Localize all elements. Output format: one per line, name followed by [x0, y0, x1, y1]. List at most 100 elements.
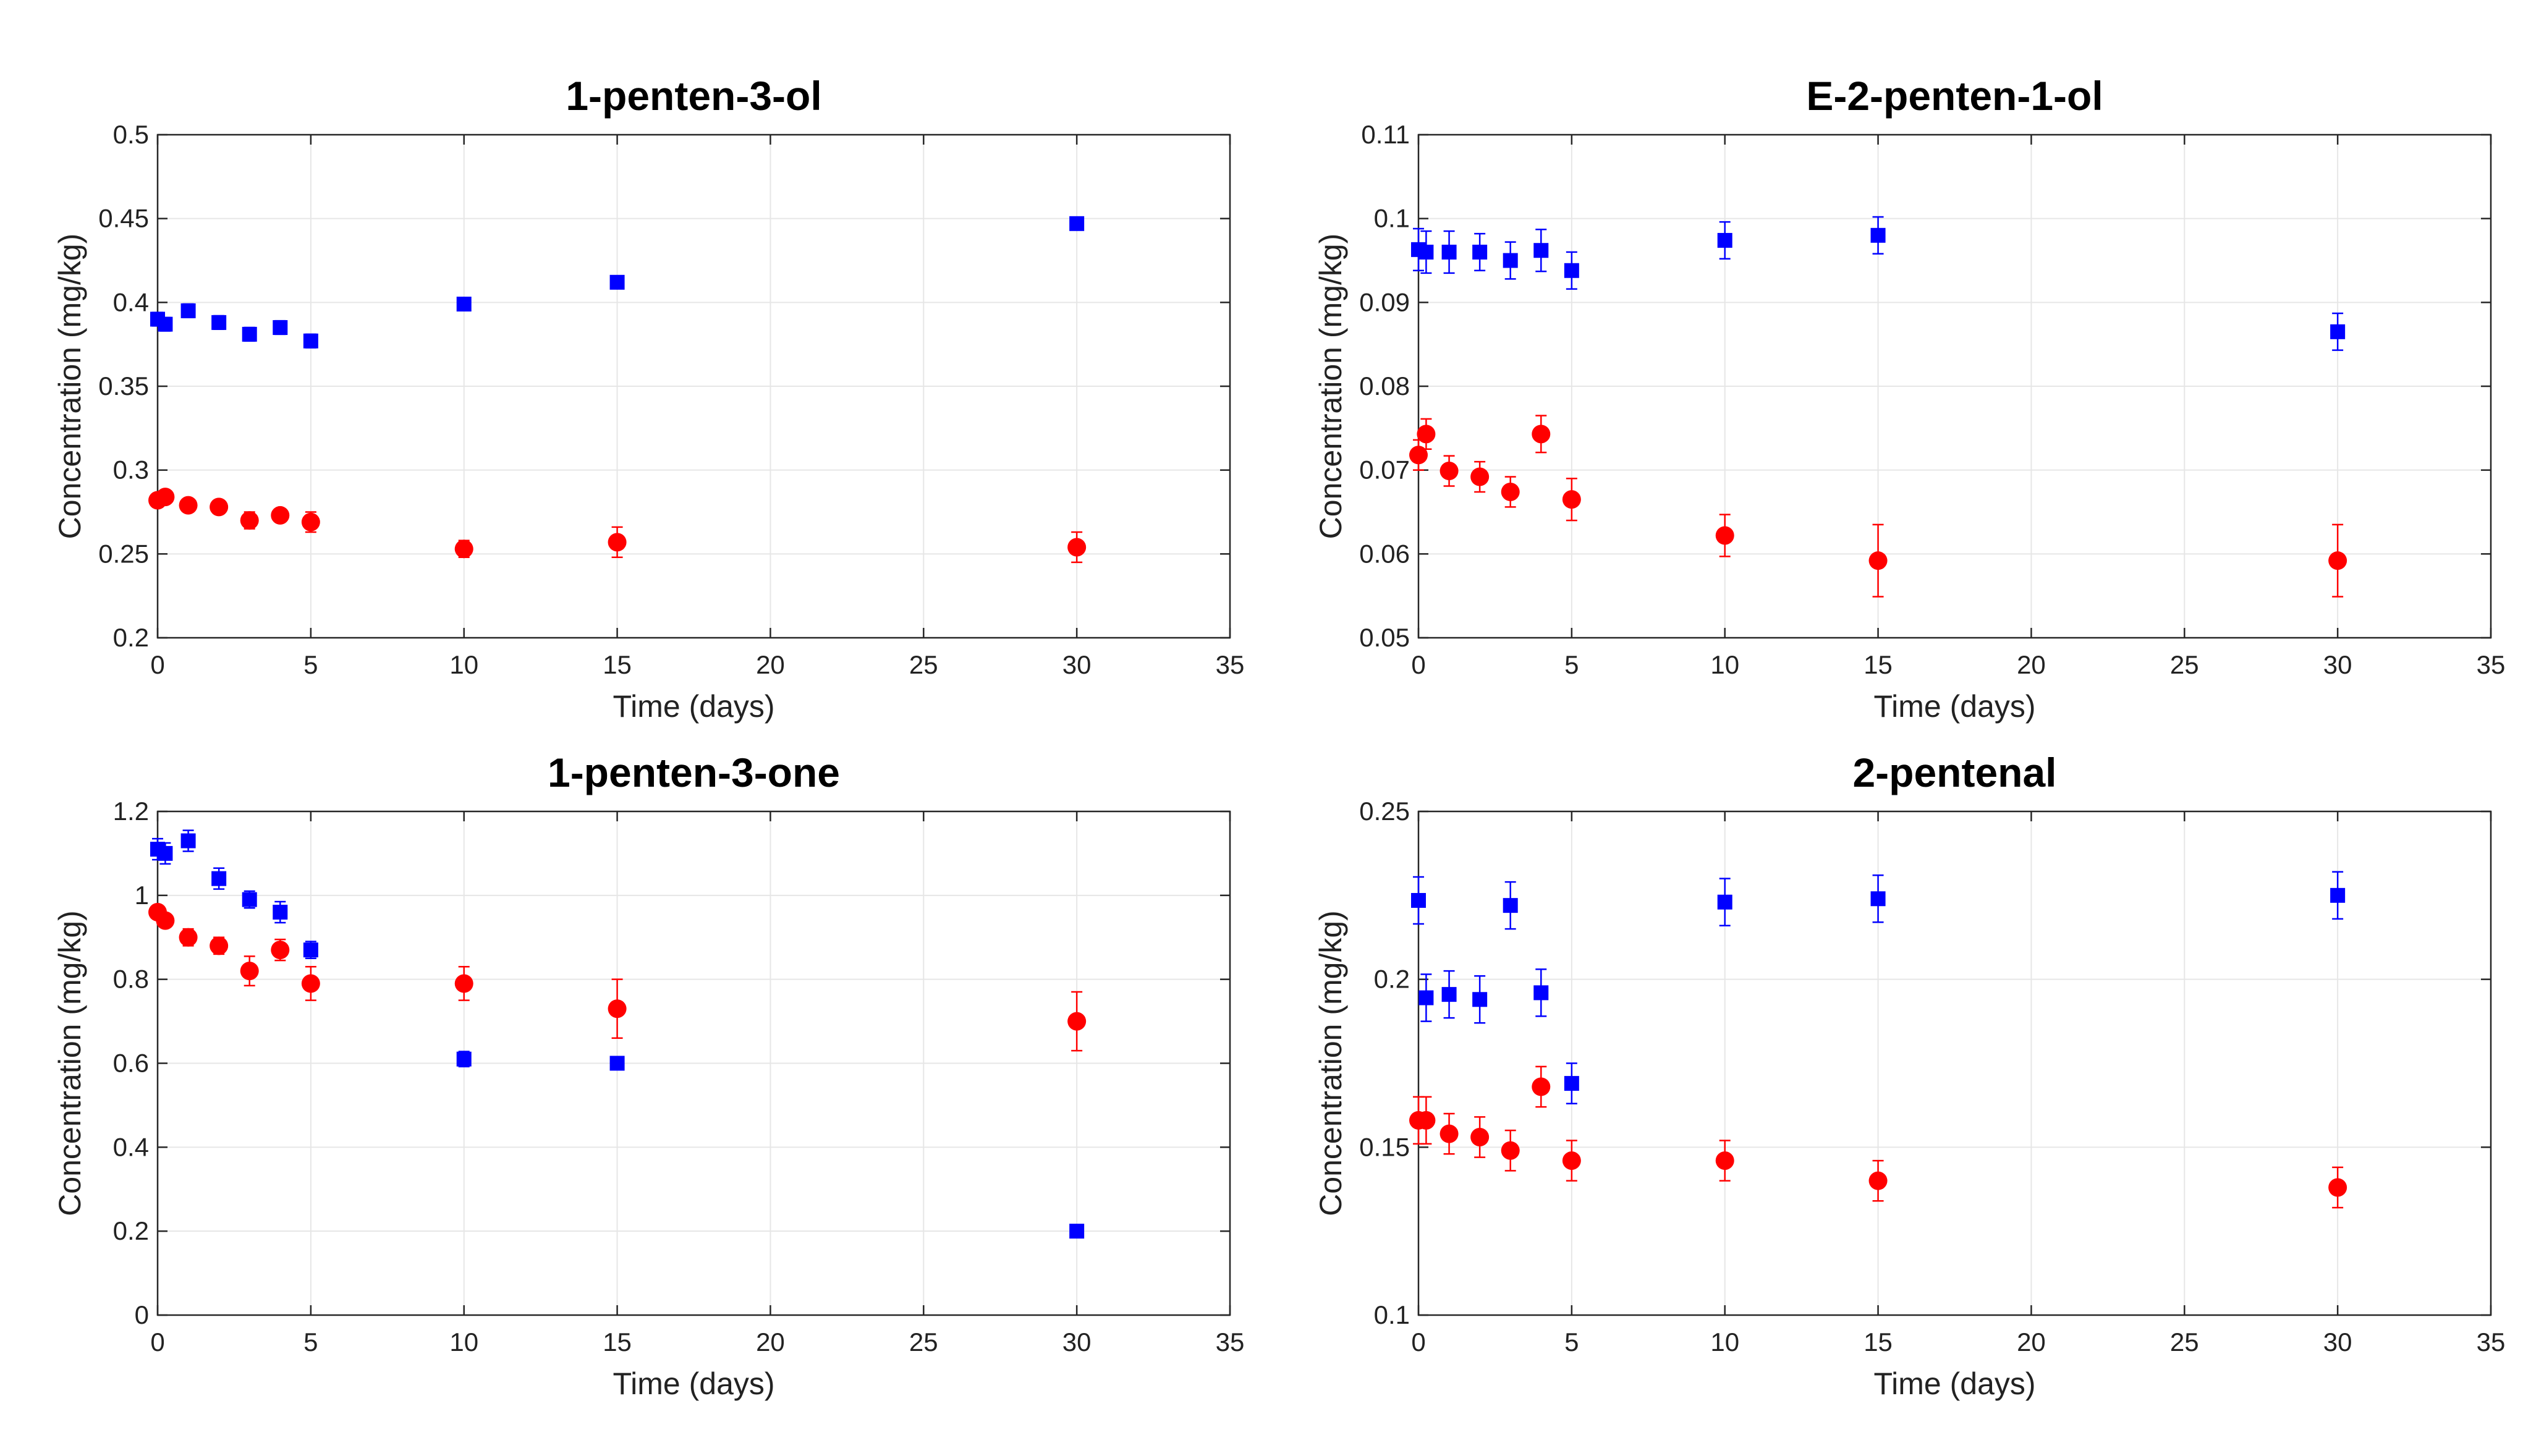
data-point-square — [456, 1051, 472, 1067]
chart-panel-4: 0 5 10 15 20 25 30 35 0.1 0.15 0.2 0.25 2-pentenal Ti… — [1313, 750, 2505, 1401]
x-tick-label: 20 — [756, 1327, 785, 1357]
x-tick-label: 20 — [2017, 650, 2046, 679]
data-point-circle — [1868, 551, 1888, 570]
data-point-square — [211, 315, 227, 330]
data-point-circle — [1417, 1111, 1436, 1130]
y-tick-label: 0.1 — [1374, 1300, 1410, 1329]
x-tick-label: 0 — [150, 650, 164, 679]
data-point-square — [2330, 887, 2346, 903]
data-point-circle — [1868, 1171, 1888, 1190]
y-axis-label: Concentration (mg/kg) — [1313, 234, 1348, 540]
x-tick-label: 25 — [2170, 650, 2199, 679]
series-red-circles — [1409, 1065, 2347, 1209]
data-point-circle — [156, 488, 175, 507]
y-tick-label: 0.11 — [1361, 120, 1410, 149]
data-point-circle — [179, 928, 198, 947]
data-point-square — [1533, 243, 1549, 258]
data-point-square — [158, 316, 173, 332]
data-point-circle — [1532, 425, 1551, 444]
data-point-square — [180, 303, 196, 318]
data-point-square — [1441, 244, 1457, 260]
x-tick-label: 10 — [1710, 650, 1739, 679]
y-tick-label: 0.2 — [113, 1216, 149, 1245]
y-tick-label: 0.2 — [1374, 965, 1410, 994]
data-point-square — [1418, 990, 1434, 1005]
data-point-square — [1503, 898, 1518, 913]
chart-title: 1-penten-3-ol — [566, 73, 821, 119]
data-point-circle — [1470, 467, 1490, 486]
y-tick-label: 0.8 — [113, 965, 149, 994]
x-tick-label: 25 — [909, 1327, 938, 1357]
data-point-square — [211, 871, 227, 886]
data-point-circle — [1417, 425, 1436, 444]
y-tick-label: 0.25 — [1359, 797, 1410, 826]
data-point-circle — [608, 533, 627, 552]
data-point-square — [1717, 232, 1732, 248]
data-point-square — [1472, 992, 1488, 1007]
x-axis-label: Time (days) — [1873, 1366, 2035, 1401]
data-point-circle — [1470, 1128, 1490, 1147]
x-tick-label: 5 — [303, 1327, 318, 1357]
x-tick-label: 30 — [2323, 1327, 2352, 1357]
x-tick-label: 15 — [1863, 1327, 1893, 1357]
data-point-square — [1411, 892, 1426, 908]
x-tick-label: 10 — [449, 650, 478, 679]
data-point-circle — [1501, 1141, 1520, 1160]
data-point-circle — [1715, 1151, 1734, 1170]
x-axis-label: Time (days) — [613, 689, 774, 724]
x-tick-label: 5 — [1564, 650, 1579, 679]
y-tick-label: 0.4 — [113, 1132, 149, 1161]
data-point-square — [303, 333, 318, 349]
data-point-circle — [1409, 446, 1428, 465]
data-point-square — [180, 833, 196, 849]
chart-title: E-2-penten-1-ol — [1806, 73, 2103, 119]
data-point-square — [456, 297, 472, 312]
plot-area — [1418, 811, 2491, 1315]
data-point-square — [1564, 1076, 1579, 1091]
data-point-circle — [1532, 1077, 1551, 1096]
x-tick-label: 30 — [1062, 650, 1092, 679]
y-tick-label: 0.25 — [98, 539, 149, 568]
y-axis-label: Concentration (mg/kg) — [1313, 910, 1348, 1216]
data-point-square — [158, 845, 173, 861]
data-point-square — [1418, 244, 1434, 260]
x-tick-label: 30 — [2323, 650, 2352, 679]
x-tick-label: 25 — [909, 650, 938, 679]
data-point-square — [242, 892, 257, 907]
x-tick-label: 20 — [756, 650, 785, 679]
data-point-circle — [301, 512, 320, 531]
data-point-square — [609, 1056, 625, 1071]
y-tick-label: 1 — [135, 881, 149, 910]
y-tick-label: 0.15 — [1359, 1132, 1410, 1161]
data-point-square — [273, 905, 288, 920]
y-tick-label: 0.1 — [1374, 204, 1410, 233]
chart-title: 1-penten-3-one — [548, 750, 840, 795]
series-blue-squares — [150, 829, 1085, 1239]
data-point-circle — [210, 936, 229, 955]
x-tick-label: 10 — [1710, 1327, 1739, 1357]
x-tick-label: 25 — [2170, 1327, 2199, 1357]
data-point-square — [1870, 891, 1886, 907]
data-point-square — [1069, 216, 1085, 231]
y-tick-label: 0.3 — [113, 455, 149, 485]
x-tick-label: 0 — [1411, 650, 1425, 679]
data-point-circle — [1439, 462, 1459, 481]
y-tick-label: 0.4 — [113, 287, 149, 316]
y-tick-label: 0.05 — [1359, 623, 1410, 652]
series-red-circles — [148, 488, 1087, 564]
data-point-square — [1717, 894, 1732, 910]
data-point-square — [1564, 263, 1579, 278]
data-point-square — [2330, 324, 2346, 339]
data-point-square — [242, 326, 257, 342]
x-tick-label: 20 — [2017, 1327, 2046, 1357]
data-point-square — [1472, 244, 1488, 260]
data-point-circle — [2328, 1178, 2347, 1197]
x-tick-label: 15 — [603, 650, 632, 679]
y-tick-label: 0.2 — [113, 623, 149, 652]
x-tick-label: 35 — [1216, 650, 1245, 679]
data-point-circle — [210, 497, 229, 517]
y-tick-label: 0.5 — [113, 120, 149, 149]
series-blue-squares — [1411, 216, 2346, 351]
data-point-square — [1533, 985, 1549, 1001]
x-tick-label: 5 — [1564, 1327, 1579, 1357]
